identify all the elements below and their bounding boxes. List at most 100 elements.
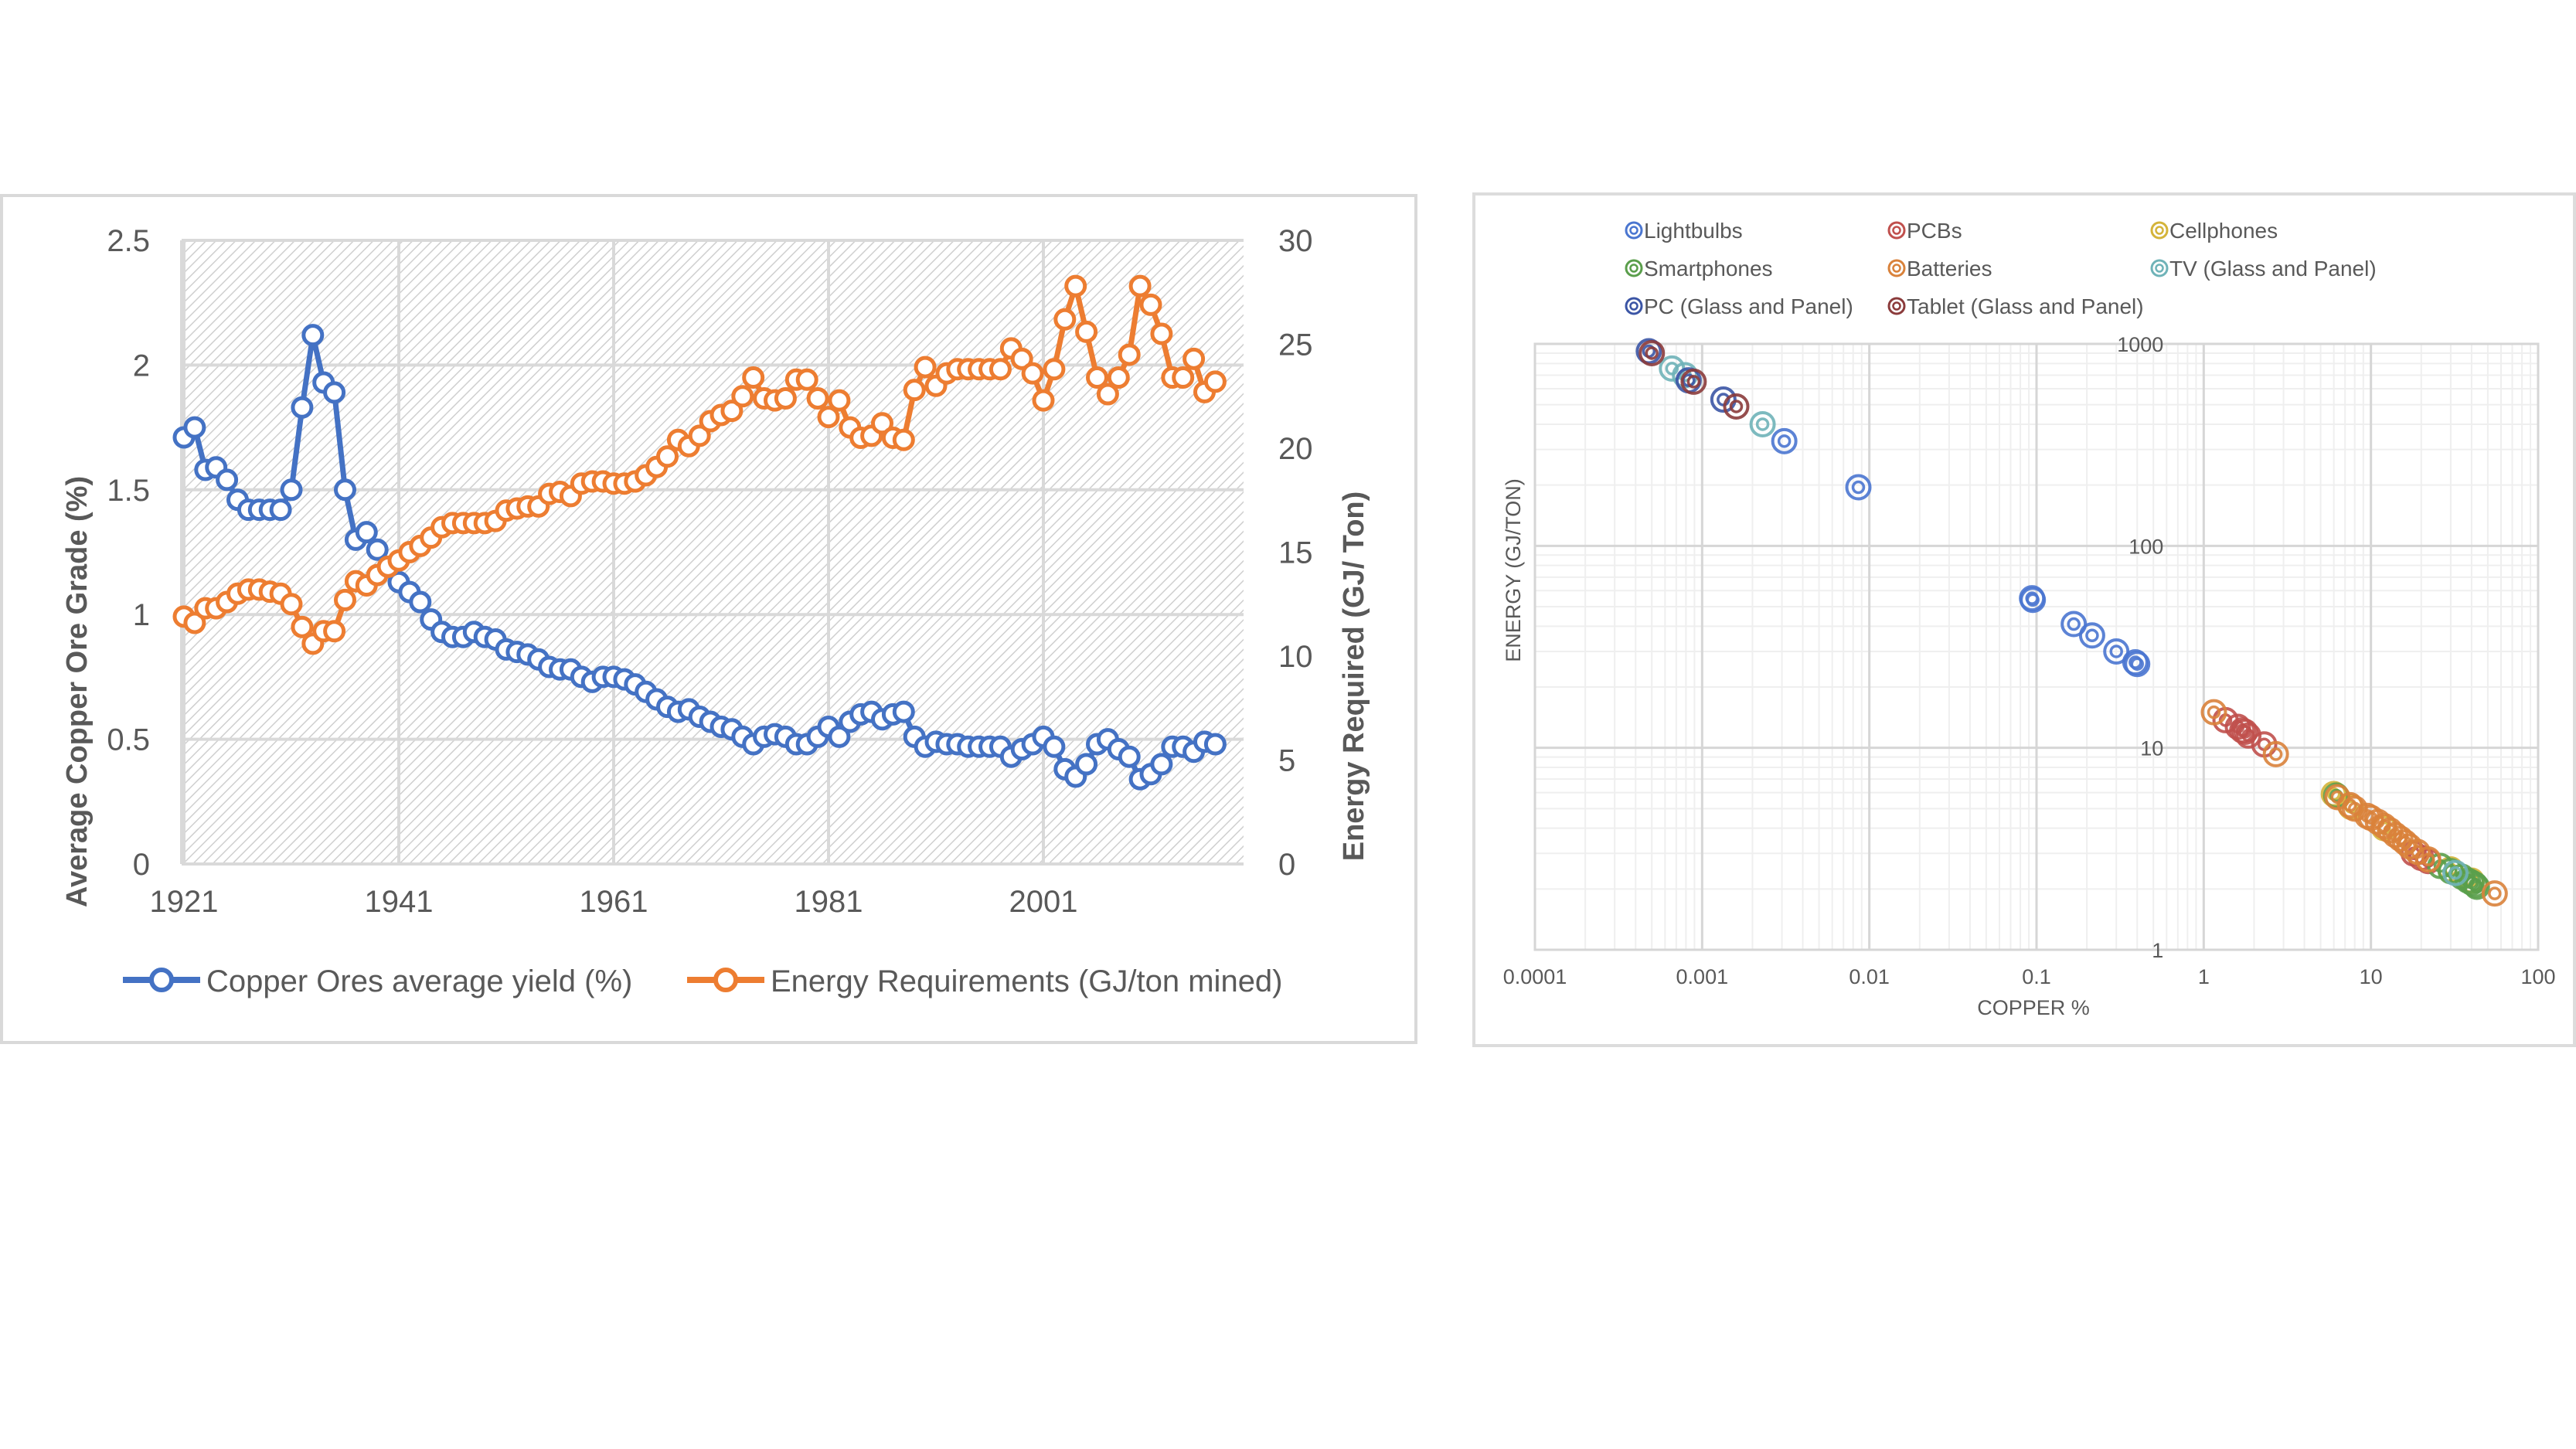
x-tick-label: 100 [2520, 965, 2555, 988]
legend-marker-inner-icon [1892, 301, 1901, 311]
y-tick-label: 2.5 [107, 224, 150, 258]
line-chart-panel: 0 0.5 1 1.5 2 2.5 0 5 10 15 20 25 30 1921 1941 1961 1981… [0, 194, 1417, 1044]
data-point [989, 358, 1012, 381]
data-point-inner [2026, 593, 2040, 607]
data-point-inner [2488, 886, 2502, 900]
data-point-inner [2421, 852, 2435, 866]
x-tick-label: 0.0001 [1503, 965, 1567, 988]
y-tick-label: 10 [2140, 737, 2163, 760]
y-axis-right-title: Energy Required (GJ/ Ton) [1338, 492, 1370, 862]
data-point [914, 355, 937, 379]
y2-tick-label: 30 [1278, 224, 1313, 258]
x-tick-label: 1921 [150, 885, 219, 919]
x-tick-label: 1 [2198, 965, 2210, 988]
y2-tick-label: 10 [1278, 640, 1313, 674]
data-point [1107, 366, 1130, 389]
data-point [795, 368, 818, 391]
data-point [1053, 308, 1077, 331]
data-point-inner [1645, 346, 1659, 360]
legend-item: Cellphones [2150, 219, 2278, 243]
data-point [2060, 611, 2088, 638]
data-point [1672, 362, 1699, 389]
data-point [892, 428, 915, 451]
series-lightbulbs [1771, 427, 2151, 678]
data-point [2078, 622, 2105, 649]
data-point-inner [2241, 729, 2255, 743]
data-point [2414, 846, 2442, 873]
data-point [1845, 474, 1872, 501]
data-point [1139, 293, 1162, 316]
data-point-inner [2469, 879, 2484, 894]
legend-item: PC (Glass and Panel) [1625, 294, 1853, 318]
data-point [1043, 735, 1066, 758]
data-point-inner [2130, 657, 2144, 671]
legend-label: Copper Ores average yield (%) [206, 964, 632, 998]
data-point [1203, 370, 1227, 393]
data-point [828, 725, 851, 748]
y2-tick-label: 15 [1278, 536, 1313, 570]
data-point [280, 593, 303, 616]
data-point [1771, 427, 1798, 454]
data-point [828, 389, 851, 412]
data-point [1075, 753, 1098, 776]
y2-tick-label: 5 [1278, 744, 1295, 778]
data-point [183, 611, 206, 634]
data-point [1638, 339, 1666, 366]
data-point [1118, 343, 1141, 366]
x-axis-title: COPPER % [1977, 996, 2090, 1019]
data-point [269, 498, 292, 522]
y-tick-label: 1000 [2117, 333, 2163, 356]
data-point [2124, 651, 2151, 678]
x-tick-label: 1961 [580, 885, 648, 919]
data-point [291, 615, 314, 638]
legend-circle-marker-icon [149, 968, 174, 992]
data-point [1723, 393, 1750, 420]
legend-label: TV (Glass and Panel) [2169, 257, 2377, 281]
data-point [871, 412, 893, 435]
x-tick-label: 1981 [795, 885, 863, 919]
legend-marker-icon [1625, 259, 1643, 277]
legend-marker-inner-icon [2155, 226, 2164, 235]
data-point [1749, 410, 1776, 437]
y-tick-label: 0 [133, 848, 150, 882]
legend-item: PCBs [1887, 219, 1962, 243]
data-point [280, 478, 303, 502]
legend-label: Tablet (Glass and Panel) [1907, 294, 2144, 318]
data-point [1118, 745, 1141, 768]
x-tick-label: 2001 [1009, 885, 1078, 919]
data-point [1021, 362, 1044, 385]
data-point [2231, 718, 2258, 745]
legend-label: Energy Requirements (GJ/ton mined) [771, 964, 1283, 998]
data-point [216, 468, 239, 492]
data-point [1680, 368, 1707, 395]
legend-label: Batteries [1907, 257, 1992, 281]
data-point [334, 588, 356, 611]
data-point [2442, 859, 2469, 886]
legend-marker-icon [1887, 297, 1906, 315]
data-point [1128, 274, 1152, 298]
data-point [688, 424, 711, 447]
data-point [817, 406, 840, 429]
data-point [2387, 825, 2414, 852]
data-point [903, 379, 926, 402]
plot-border [1533, 342, 2540, 951]
data-point [1010, 347, 1033, 370]
legend-label: Smartphones [1644, 257, 1773, 281]
data-point [731, 385, 754, 408]
data-point [2020, 587, 2047, 614]
y2-tick-label: 20 [1278, 432, 1313, 466]
data-point-inner [2085, 628, 2099, 643]
data-point [301, 324, 325, 347]
data-point-inner [1729, 400, 1744, 413]
y-axis-title: ENERGY (GJ/TON) [1502, 478, 1525, 662]
data-point [656, 445, 679, 468]
data-point [323, 381, 346, 404]
y-tick-label: 2 [133, 349, 150, 383]
legend-item: Smartphones [1625, 257, 1773, 281]
legend-item: Energy Requirements (GJ/ton mined) [687, 964, 1283, 998]
data-point [1086, 366, 1108, 389]
x-tick-label: 0.001 [1676, 965, 1729, 988]
data-point-inner [1777, 434, 1792, 448]
legend-item: TV (Glass and Panel) [2150, 257, 2377, 281]
legend-item: Batteries [1887, 257, 1992, 281]
